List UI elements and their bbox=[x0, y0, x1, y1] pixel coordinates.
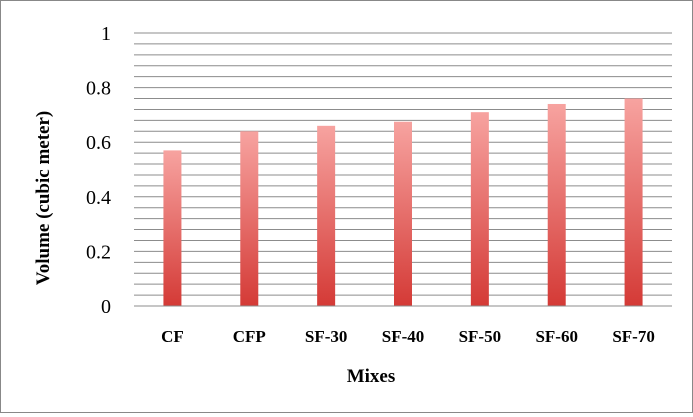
x-tick-label: CF bbox=[161, 327, 184, 346]
y-tick-label: 0 bbox=[101, 296, 111, 318]
y-tick-label: 0.8 bbox=[86, 78, 111, 100]
bar-sf-50 bbox=[470, 112, 489, 306]
x-axis-ticks: CF CFP SF-30 SF-40 SF-50 SF-60 SF-70 bbox=[161, 327, 655, 346]
y-axis-title: Volume (cubic meter) bbox=[33, 111, 54, 285]
x-tick-label: SF-30 bbox=[305, 327, 348, 346]
x-tick-label: CFP bbox=[233, 327, 266, 346]
x-tick-label: SF-50 bbox=[459, 327, 502, 346]
bar-sf-70 bbox=[624, 98, 643, 307]
y-tick-label: 1 bbox=[101, 23, 111, 45]
bar-cf bbox=[163, 150, 182, 306]
y-tick-label: 0.4 bbox=[86, 187, 111, 209]
bars bbox=[163, 98, 643, 307]
y-tick-label: 0.6 bbox=[86, 132, 111, 154]
bar-sf-40 bbox=[394, 121, 412, 306]
bar-cfp bbox=[240, 131, 259, 306]
x-tick-label: SF-40 bbox=[382, 327, 425, 346]
y-axis-ticks: 0 0.2 0.4 0.6 0.8 1 bbox=[86, 23, 111, 318]
x-tick-label: SF-70 bbox=[612, 327, 655, 346]
x-tick-label: SF-60 bbox=[535, 327, 578, 346]
y-tick-label: 0.2 bbox=[86, 241, 111, 263]
bar-sf-60 bbox=[547, 103, 566, 306]
x-axis-title: Mixes bbox=[347, 366, 396, 387]
bar-sf-30 bbox=[317, 125, 336, 306]
